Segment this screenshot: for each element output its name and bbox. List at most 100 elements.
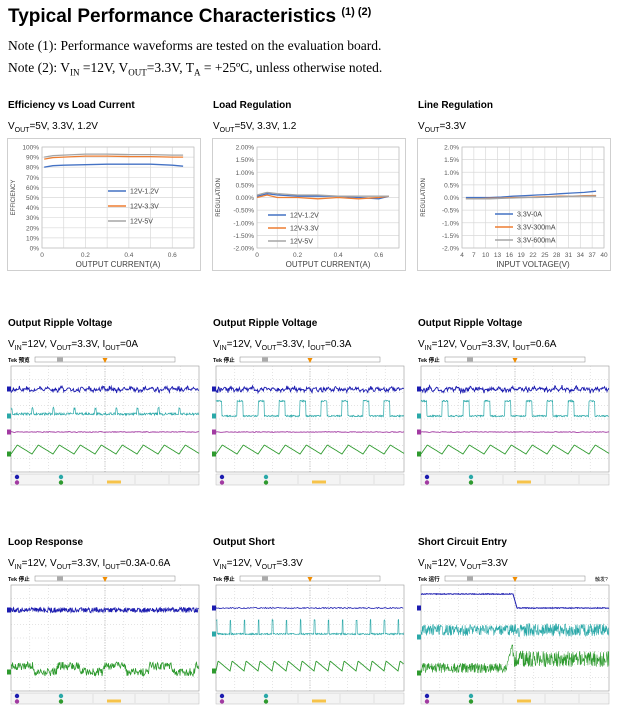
ch3-marker: [7, 429, 11, 435]
ch4-readout-badge: [263, 480, 269, 485]
readout-highlight: [312, 480, 326, 484]
ch1-trace: [420, 592, 610, 610]
scope-status-label: Tek 运行: [418, 575, 440, 583]
plot-area: [41, 146, 195, 249]
ch4-marker: [417, 451, 421, 457]
panel-conditions: VIN=12V, VOUT=3.3V, IOUT=0.3A-0.6A: [8, 558, 171, 571]
panel-conditions: VOUT=5V, 3.3V, 1.2V: [8, 121, 98, 134]
x-tick-label: 28: [553, 252, 561, 259]
y-tick-label: -2.0%: [442, 246, 459, 253]
series-line-12V-5V: [256, 191, 389, 197]
ch3-readout-badge: [219, 699, 225, 704]
ch4-trace: [420, 644, 610, 674]
note-1: Note (1): Performance waveforms are test…: [8, 38, 382, 53]
ch4-trace: [10, 444, 200, 455]
ch2-trace: [215, 618, 404, 636]
y-tick-label: 40%: [26, 205, 39, 212]
panel-title: Output Short: [213, 537, 275, 548]
ch4-marker: [212, 451, 216, 457]
x-tick-label: 0: [255, 252, 259, 259]
y-tick-label: 0.5%: [444, 182, 459, 189]
ch1-trace: [215, 384, 405, 395]
legend-label: 3.3V-0A: [517, 212, 542, 219]
x-axis-title: OUTPUT CURRENT(A): [286, 260, 371, 269]
panel-conditions: VIN=12V, VOUT=3.3V: [213, 558, 303, 571]
scope-ripple-0a: Tek 预览: [7, 355, 203, 487]
panel-title: Output Ripple Voltage: [8, 318, 113, 329]
y-tick-label: -1.00%: [233, 220, 254, 227]
x-tick-label: 13: [494, 252, 502, 259]
legend-label: 3.3V-600mA: [517, 238, 556, 245]
readout-bar: [420, 692, 610, 705]
ch1-trace: [10, 606, 199, 614]
panel-title: Output Ripple Voltage: [418, 318, 523, 329]
ch3-trace: [10, 431, 199, 433]
y-tick-label: 80%: [26, 165, 39, 172]
x-tick-label: 0.6: [374, 252, 383, 259]
ch2-marker: [7, 413, 11, 419]
panel-conditions: VOUT=3.3V: [418, 121, 466, 134]
x-tick-label: 10: [482, 252, 490, 259]
panel-title: Efficiency vs Load Current: [8, 100, 135, 111]
y-tick-label: 0.00%: [236, 195, 255, 202]
load-regulation-chart: -2.00% -1.50% -1.00% -0.50% 0.00% 0.50% 1.00% 1…: [212, 138, 406, 271]
scope-status-label: Tek 停止: [8, 575, 30, 583]
y-tick-label: -1.0%: [442, 220, 459, 227]
y-tick-label: 70%: [26, 175, 39, 182]
ch2-marker: [417, 634, 421, 640]
efficiency-chart: 0% 10% 20% 30% 40% 50% 60% 70% 80% 90% 100% 0 0.2 0.4…: [7, 138, 201, 271]
ch2-readout-badge: [58, 693, 64, 699]
legend-label: 12V-3.3V: [290, 226, 319, 233]
readout-highlight: [107, 480, 121, 484]
x-tick-label: 0.4: [124, 252, 133, 259]
ch4-trace: [215, 444, 405, 455]
panel-title: Line Regulation: [418, 100, 493, 111]
x-tick-label: 22: [529, 252, 537, 259]
record-window: [467, 357, 473, 362]
legend-label: 12V-5V: [130, 219, 153, 226]
trigger-marker: [512, 577, 518, 582]
ch3-readout-badge: [424, 699, 430, 704]
series-line-12V-5V: [44, 153, 184, 158]
legend-label: 12V-3.3V: [130, 204, 159, 211]
ch1-readout-badge: [424, 693, 430, 699]
ch4-readout-badge: [468, 480, 474, 485]
panel-conditions: VIN=12V, VOUT=3.3V, IOUT=0.6A: [418, 339, 557, 352]
scope-status-label: Tek 停止: [418, 356, 440, 364]
x-axis-title: OUTPUT CURRENT(A): [76, 260, 161, 269]
note-2: Note (2): VIN =12V, VOUT=3.3V, TA = +25º…: [8, 60, 383, 78]
ch4-trace: [420, 444, 610, 455]
scope-ripple-0-6a: Tek 停止: [417, 355, 613, 487]
series-line-12V-3.3V: [256, 194, 389, 200]
ch1-readout-badge: [219, 474, 225, 480]
x-tick-label: 0.2: [81, 252, 90, 259]
ch1-marker: [7, 386, 11, 392]
trigger-status: 触发?: [595, 576, 608, 583]
trigger-marker: [512, 358, 518, 363]
ch4-marker: [212, 668, 216, 674]
y-tick-label: 20%: [26, 225, 39, 232]
trigger-marker: [102, 358, 108, 363]
ch1-marker: [7, 607, 11, 613]
legend-label: 12V-1.2V: [130, 189, 159, 196]
ch1-marker: [417, 605, 421, 611]
x-tick-label: 19: [518, 252, 526, 259]
x-tick-label: 34: [577, 252, 585, 259]
ch2-trace: [215, 399, 404, 418]
legend-label: 3.3V-300mA: [517, 225, 556, 232]
trigger-marker: [307, 577, 313, 582]
ch1-marker: [212, 386, 216, 392]
scope-loop-response: Tek 停止: [7, 574, 203, 706]
ch3-readout-badge: [219, 480, 225, 485]
series-line-12V-1.2V: [44, 163, 184, 168]
y-axis-title: REGULATION: [421, 178, 427, 217]
ch4-trace: [10, 660, 200, 678]
panel-conditions: VOUT=5V, 3.3V, 1.2: [213, 121, 297, 134]
ch2-readout-badge: [263, 474, 269, 480]
ch1-readout-badge: [219, 693, 225, 699]
y-tick-label: 100%: [22, 145, 39, 152]
scope-ripple-0-3a: Tek 停止: [212, 355, 408, 487]
ch4-readout-badge: [468, 699, 474, 704]
ch2-trace: [420, 399, 609, 418]
panel-title: Load Regulation: [213, 100, 292, 111]
